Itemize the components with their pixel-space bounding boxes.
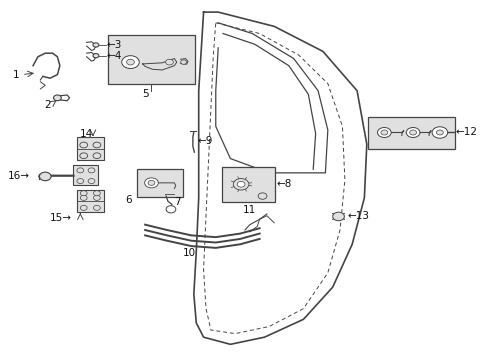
Bar [77,137,104,160]
Text: 5: 5 [142,89,148,99]
Circle shape [145,178,158,188]
Circle shape [181,60,187,64]
Circle shape [80,195,87,201]
Circle shape [80,142,88,148]
Circle shape [437,130,443,135]
Circle shape [148,180,155,185]
FancyBboxPatch shape [368,117,456,149]
Circle shape [126,59,134,65]
Text: ←12: ←12 [456,127,478,138]
Circle shape [432,127,448,138]
Circle shape [39,172,51,181]
Circle shape [166,206,176,213]
FancyBboxPatch shape [137,168,183,197]
Circle shape [93,153,101,158]
Circle shape [94,195,100,201]
Circle shape [377,127,391,138]
Circle shape [333,212,344,221]
Circle shape [80,191,87,196]
Circle shape [94,205,100,210]
Circle shape [88,168,95,173]
Circle shape [381,130,388,135]
Text: 1: 1 [13,69,20,80]
Text: 11: 11 [243,205,256,215]
Circle shape [88,179,95,184]
Circle shape [122,56,139,68]
Text: ←9: ←9 [198,136,213,147]
FancyBboxPatch shape [108,35,195,84]
Text: ←8: ←8 [276,179,292,189]
Text: 7: 7 [174,197,181,207]
Text: 15→: 15→ [50,212,72,222]
Text: ←4: ←4 [107,51,122,61]
Text: 16→: 16→ [8,171,30,181]
Circle shape [237,181,245,187]
Circle shape [410,130,416,135]
Circle shape [80,153,88,158]
Text: 6: 6 [125,195,132,204]
Circle shape [406,127,420,138]
Circle shape [77,179,84,184]
Circle shape [80,205,87,210]
Circle shape [258,193,267,199]
Text: 14: 14 [80,129,93,139]
FancyBboxPatch shape [222,167,275,202]
Circle shape [93,43,99,47]
Circle shape [77,168,84,173]
Circle shape [93,142,101,148]
Circle shape [166,59,173,65]
Circle shape [93,54,99,58]
Text: ←13: ←13 [347,211,369,221]
Circle shape [53,95,61,101]
Bar [77,190,104,212]
Circle shape [94,191,100,196]
Text: 2: 2 [45,100,51,110]
Text: 10: 10 [182,248,196,258]
Text: ←3: ←3 [107,40,122,50]
Bar [74,165,98,185]
Circle shape [233,179,249,190]
